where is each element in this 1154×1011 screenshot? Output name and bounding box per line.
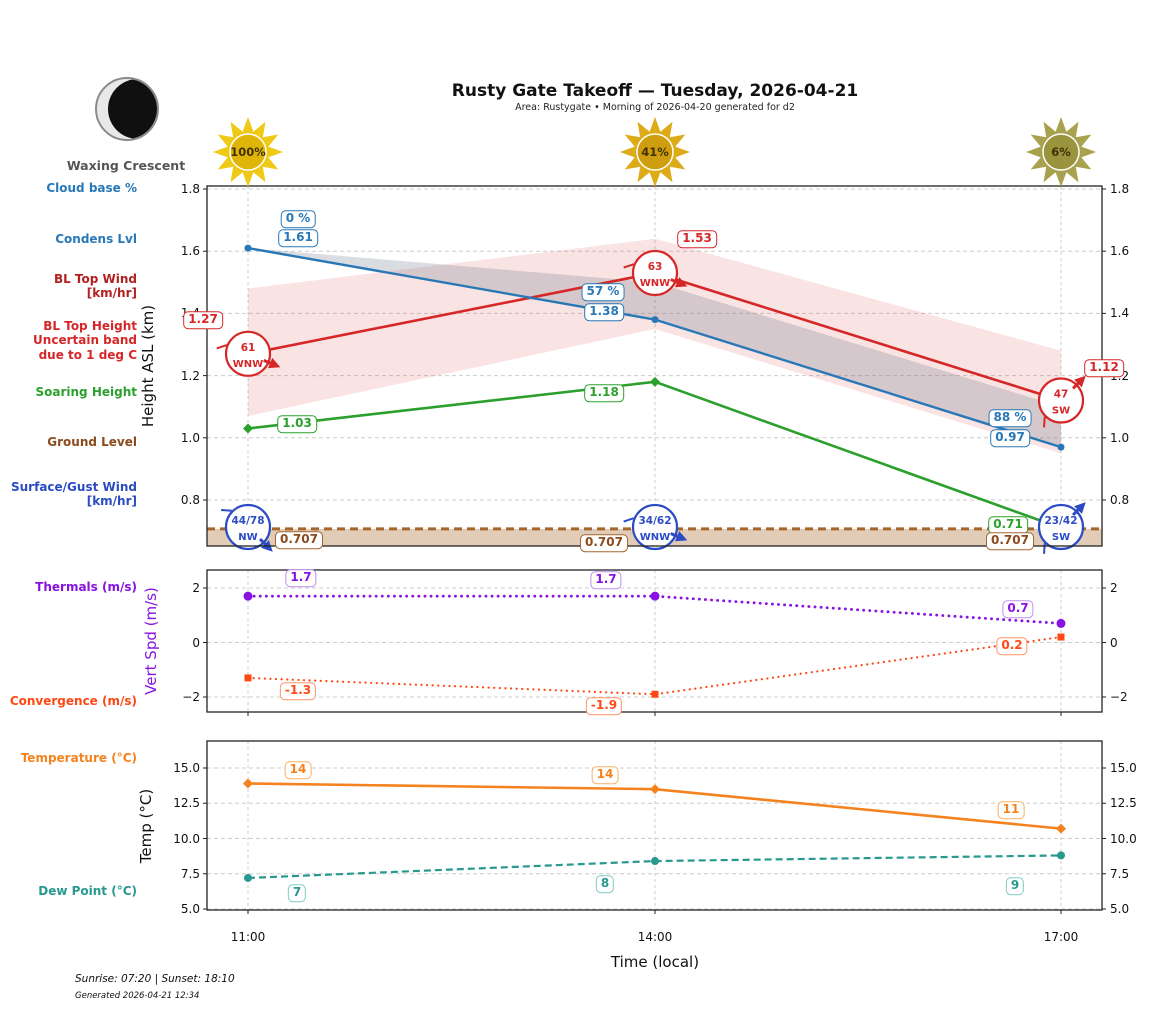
legend-bl-top-height: BL Top Height Uncertain band due to 1 de… — [33, 319, 137, 362]
temperature-frame — [206, 740, 1103, 911]
legend-convergence: Convergence (m/s) — [9, 694, 137, 708]
svg-text:WNW: WNW — [640, 278, 670, 289]
bl-top-uncertainty-band — [248, 238, 1061, 454]
legend-surface-gust-wind: Surface/Gust Wind [km/hr] — [11, 480, 137, 509]
surface-wind-symbol: 23/42 SW — [1037, 502, 1086, 554]
svg-text:WNW: WNW — [233, 359, 263, 370]
svg-text:WNW: WNW — [640, 532, 670, 543]
svg-text:23/42: 23/42 — [1044, 515, 1077, 527]
svg-text:100%: 100% — [230, 145, 266, 159]
sun-icon: 41% — [620, 117, 690, 187]
svg-text:61: 61 — [241, 342, 256, 354]
height-chart: 61 WNW 63 WNW 47 SW 44/78 NW 34/62 WNW 23/42 SW — [207, 238, 1102, 554]
svg-text:NW: NW — [238, 532, 257, 543]
height-chart-grid — [203, 186, 1106, 550]
svg-text:34/62: 34/62 — [638, 515, 671, 527]
surface-wind-symbol: 44/78 NW — [221, 503, 273, 552]
legend-soaring-height: Soaring Height — [35, 385, 138, 399]
svg-text:SW: SW — [1052, 405, 1070, 416]
vert_speed-frame — [206, 569, 1103, 713]
vert_speed-chart-grid — [203, 570, 1106, 716]
legend-bl-top-wind: BL Top Wind [km/hr] — [53, 272, 137, 301]
surface-wind-symbol: 34/62 WNW — [623, 503, 688, 551]
bl-top-wind-symbol: 47 SW — [1037, 375, 1086, 428]
sunrise-sunset-note: Sunrise: 07:20 | Sunset: 18:10 — [75, 973, 235, 985]
svg-text:6%: 6% — [1051, 145, 1071, 159]
sun-icon: 6% — [1026, 117, 1096, 187]
svg-text:63: 63 — [648, 261, 663, 273]
bl-top-wind-symbol: 61 WNW — [216, 330, 281, 377]
x-axis-title: Time (local) — [610, 953, 700, 971]
legend-condens-lvl: Condens Lvl — [55, 232, 137, 246]
page-title: Rusty Gate Takeoff — Tuesday, 2026-04-21 — [451, 81, 859, 101]
bl-top-wind-symbol: 63 WNW — [623, 249, 688, 297]
legend-thermals: Thermals (m/s) — [35, 580, 137, 594]
moon-icon — [95, 77, 159, 141]
page-subtitle: Area: Rustygate • Morning of 2026-04-20 … — [515, 102, 795, 113]
vert-speed-chart — [243, 591, 1066, 698]
temperature-chart-grid — [203, 741, 1106, 914]
generated-note: Generated 2026-04-21 12:34 — [75, 991, 200, 1001]
temperature-chart — [243, 778, 1066, 882]
svg-text:SW: SW — [1052, 532, 1070, 543]
legend-ground-level: Ground Level — [47, 435, 137, 449]
sun-icon: 100% — [213, 117, 283, 187]
svg-text:41%: 41% — [641, 145, 669, 159]
thermals-line — [246, 594, 1063, 625]
svg-text:47: 47 — [1054, 388, 1069, 400]
moon-phase-label: Waxing Crescent — [66, 158, 186, 173]
y-axis-title-vert-speed: Vert Spd (m/s) — [142, 587, 160, 695]
y-axis-title-temp: Temp (°C) — [137, 788, 155, 864]
svg-text:44/78: 44/78 — [231, 515, 264, 527]
legend-dew-point: Dew Point (°C) — [38, 884, 137, 898]
legend-cloud-base: Cloud base % — [46, 181, 137, 195]
legend-temperature: Temperature (°C) — [20, 751, 137, 765]
y-axis-title-height: Height ASL (km) — [139, 304, 157, 428]
